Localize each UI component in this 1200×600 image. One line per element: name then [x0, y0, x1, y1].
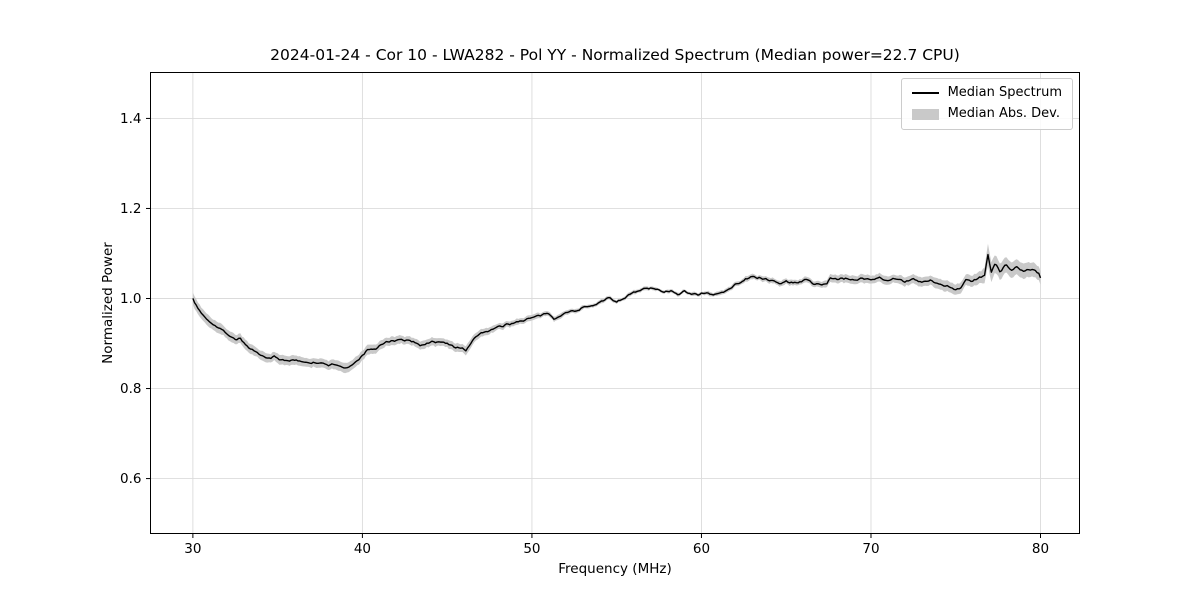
- x-tick-label-60: 60: [693, 541, 710, 557]
- y-tick-label-0.8: 0.8: [120, 381, 141, 397]
- chart-title: 2024-01-24 - Cor 10 - LWA282 - Pol YY - …: [270, 46, 960, 64]
- x-tick-label-40: 40: [354, 541, 371, 557]
- x-tick-label-30: 30: [184, 541, 201, 557]
- y-tick-label-1: 1.0: [120, 291, 141, 307]
- legend-label-mad: Median Abs. Dev.: [947, 106, 1061, 121]
- legend-item-median-spectrum: Median Spectrum: [911, 84, 1062, 102]
- y-tick-label-0.6: 0.6: [120, 471, 141, 487]
- y-tick-label-1.4: 1.4: [120, 111, 141, 127]
- x-tick-label-80: 80: [1032, 541, 1049, 557]
- median-spectrum-line-swatch: [911, 92, 939, 94]
- mad-band-patch-swatch: [911, 108, 939, 120]
- axes-frame: [150, 72, 1080, 534]
- legend-label-median-spectrum: Median Spectrum: [947, 85, 1062, 100]
- legend: Median Spectrum Median Abs. Dev.: [900, 78, 1073, 130]
- mad-band: [192, 243, 1041, 374]
- x-tick-label-50: 50: [523, 541, 540, 557]
- y-tick-label-1.2: 1.2: [120, 201, 141, 217]
- legend-item-mad: Median Abs. Dev.: [911, 105, 1062, 123]
- median-spectrum-line: [192, 253, 1042, 369]
- x-tick-label-70: 70: [862, 541, 879, 557]
- x-axis-label: Frequency (MHz): [558, 561, 672, 577]
